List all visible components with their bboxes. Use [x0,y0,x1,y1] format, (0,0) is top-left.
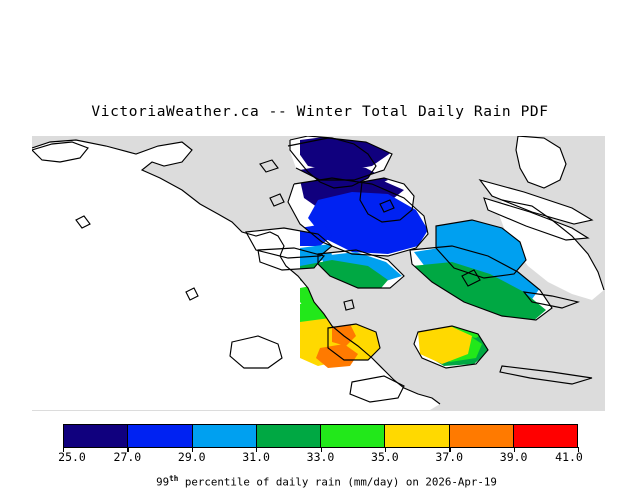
band-29-31d [300,248,324,270]
colorbar-tick-label-41.0: 41.0 [555,450,583,464]
colorbar-tick-35.0 [384,447,387,452]
colorbar-band-35.0-37.0 [385,425,450,447]
band-27-29 [308,192,428,254]
band-37-39 [316,344,358,368]
weather-map-panel [32,136,605,411]
caption-pre: 99 [156,475,170,489]
colorbar-tick-29.0 [191,447,194,452]
colorbar-tick-27.0 [127,447,129,452]
colorbar-tick-39.0 [513,447,515,452]
band-35-37d [418,326,472,364]
colorbar-tick-25.0 [63,447,65,452]
map-canvas [32,136,605,411]
colorbar-tick-label-27.0: 27.0 [113,450,142,464]
band-25-27c [300,136,392,172]
colorbar-tick-labels: 25.0 27.0 29.0 31.0 33.0 35.0 37.0 39.0 41.0 [0,450,640,464]
band-25-27b [300,164,388,194]
colorbar-tick-label-35.0: 35.0 [371,450,399,464]
colorbar-tick-37.0 [449,447,451,452]
colorbar-tick-label-33.0: 33.0 [306,450,335,464]
colorbar-caption: 99th percentile of daily rain (mm/day) o… [0,461,640,489]
colorbar-tick-label-29.0: 29.0 [177,450,206,464]
colorbar-tick-label-25.0: 25.0 [58,450,86,464]
page-title: VictoriaWeather.ca -- Winter Total Daily… [91,104,549,120]
colorbar-tick-label-31.0: 31.0 [242,450,270,464]
coastline-layer [32,136,605,405]
colorbar-band-31.0-33.0 [256,425,321,447]
colorbar [63,424,578,448]
colorbar-band-37.0-39.0 [449,425,514,447]
caption-superscript: th [169,474,179,483]
colorbar-wrapper [63,424,578,448]
colorbar-band-27.0-29.0 [128,425,193,447]
colorbar-band-29.0-31.0 [192,425,257,447]
colorbar-band-39.0-41.0 [513,425,577,447]
caption-post: percentile of daily rain (mm/day) on 202… [178,475,497,489]
colorbar-band-33.0-35.0 [321,425,386,447]
band-31-33b [412,262,546,322]
colorbar-tick-41.0 [578,447,580,452]
colorbar-ticks [63,447,580,452]
colorbar-tick-label-39.0: 39.0 [499,450,528,464]
colorbar-tick-label-37.0: 37.0 [435,450,464,464]
band-27-29b [300,224,332,246]
colorbar-tick-33.0 [320,447,322,452]
colorbar-tick-31.0 [256,447,258,452]
colorbar-band-25.0-27.0 [64,425,129,447]
